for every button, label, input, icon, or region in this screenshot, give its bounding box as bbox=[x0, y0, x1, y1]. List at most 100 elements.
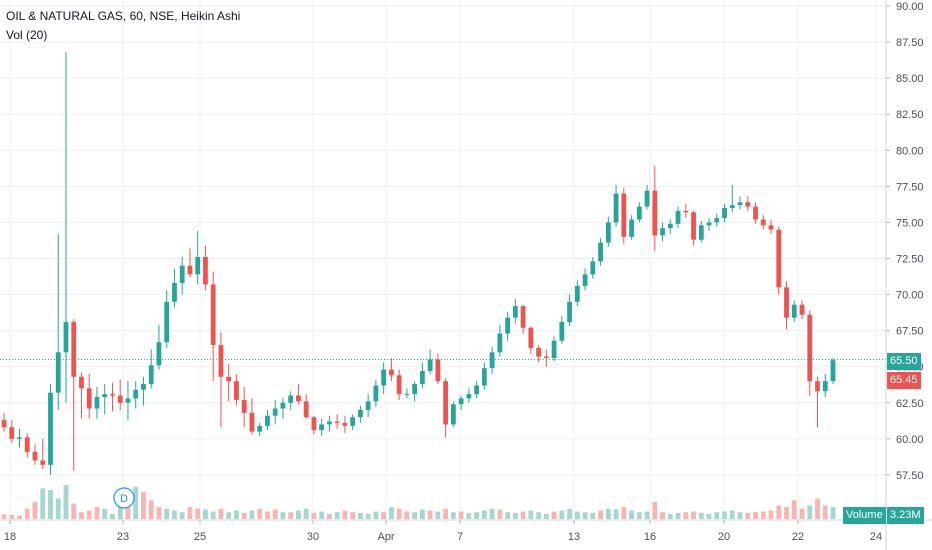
candle-body bbox=[791, 304, 797, 318]
candle-body bbox=[272, 408, 278, 416]
candle-body bbox=[427, 359, 433, 372]
candle-body bbox=[714, 218, 720, 223]
candle-body bbox=[799, 304, 805, 315]
candle-body bbox=[365, 401, 371, 410]
volume-bar bbox=[512, 512, 518, 519]
volume-bar bbox=[234, 510, 239, 519]
volume-bar bbox=[102, 508, 108, 519]
candle-body bbox=[822, 381, 828, 392]
volume-bar bbox=[636, 512, 642, 519]
candle-body bbox=[55, 352, 61, 393]
volume-bar bbox=[443, 508, 449, 519]
candle-body bbox=[303, 401, 309, 418]
candle-body bbox=[17, 437, 22, 439]
candle-body bbox=[543, 356, 549, 359]
price-tick-label: 67.50 bbox=[896, 326, 924, 338]
candle-body bbox=[94, 396, 100, 409]
candle-body bbox=[71, 321, 77, 377]
volume-bar bbox=[311, 512, 317, 519]
candle-body bbox=[706, 222, 712, 226]
volume-bar bbox=[319, 511, 325, 519]
volume-bar bbox=[698, 512, 704, 519]
volume-bar bbox=[86, 510, 92, 519]
candle-body bbox=[784, 287, 789, 318]
volume-bar bbox=[172, 510, 177, 519]
candle-body bbox=[598, 242, 603, 262]
candlesticks bbox=[1, 52, 836, 475]
volume-bar bbox=[164, 508, 170, 519]
candle-body bbox=[249, 412, 255, 432]
candle-body bbox=[32, 451, 38, 461]
volume-bar bbox=[203, 509, 208, 519]
volume-bar bbox=[807, 505, 813, 519]
volume-bar bbox=[412, 512, 418, 519]
volume-bar bbox=[48, 490, 53, 519]
volume-bar bbox=[660, 512, 665, 519]
volume-bar bbox=[667, 513, 673, 519]
volume-bar bbox=[396, 508, 402, 519]
candle-body bbox=[187, 265, 193, 275]
volume-bar bbox=[342, 510, 348, 519]
volume-bar bbox=[691, 511, 696, 519]
volume-bar bbox=[373, 511, 379, 519]
candle-body bbox=[156, 342, 162, 366]
volume-bar bbox=[32, 502, 38, 519]
candle-body bbox=[520, 306, 526, 328]
volume-bar bbox=[288, 512, 294, 519]
time-axis[interactable]: 18 23 25 30 Apr 7 13 16 20 22 24 bbox=[0, 519, 932, 543]
volume-bar bbox=[179, 512, 185, 519]
candle-body bbox=[110, 394, 115, 396]
candle-body bbox=[404, 394, 410, 396]
volume-bar bbox=[543, 513, 549, 519]
volume-bar bbox=[272, 509, 278, 519]
volume-bar bbox=[753, 512, 758, 519]
candle-body bbox=[528, 327, 534, 348]
candle-body bbox=[350, 417, 356, 426]
candle-body bbox=[745, 202, 751, 207]
candle-body bbox=[419, 371, 425, 385]
candle-body bbox=[567, 301, 572, 322]
volume-bar bbox=[249, 510, 255, 519]
volume-bar bbox=[613, 509, 619, 519]
volume-bar bbox=[776, 505, 782, 519]
volume-legend: Vol (20) bbox=[6, 28, 48, 42]
candle-body bbox=[396, 375, 402, 395]
price-tick-label: 80.00 bbox=[896, 145, 924, 157]
volume-bar bbox=[435, 511, 441, 519]
volume-bar bbox=[404, 511, 410, 519]
volume-bar bbox=[729, 510, 735, 519]
candle-body bbox=[24, 437, 30, 452]
time-tick-label: 22 bbox=[792, 531, 804, 543]
time-tick-label: 23 bbox=[117, 531, 129, 543]
candle-body bbox=[605, 222, 611, 243]
candle-body bbox=[675, 210, 681, 224]
volume-bar bbox=[815, 498, 820, 519]
volume-tag-value: 3.23M bbox=[887, 507, 924, 524]
candle-body bbox=[342, 422, 348, 426]
time-tick-label: 20 bbox=[718, 531, 730, 543]
volume-bar bbox=[722, 511, 727, 519]
candle-body bbox=[481, 368, 487, 386]
candle-body bbox=[288, 395, 294, 403]
candle-body bbox=[40, 460, 46, 465]
volume-bar bbox=[218, 508, 224, 519]
candle-body bbox=[296, 395, 301, 402]
volume-tag-label: Volume bbox=[843, 507, 886, 524]
time-tick-label: 25 bbox=[194, 531, 206, 543]
candle-body bbox=[629, 219, 634, 237]
volume-bar bbox=[574, 511, 580, 519]
candle-body bbox=[172, 283, 177, 302]
price-axis[interactable]: 90.00 87.50 85.00 82.50 80.00 77.50 75.00 72.50… bbox=[885, 0, 924, 550]
volume-bar bbox=[110, 513, 115, 519]
close-price-tag: 65.45 bbox=[887, 372, 921, 389]
candle-body bbox=[334, 421, 340, 423]
volume-bar bbox=[760, 511, 766, 519]
candle-body bbox=[613, 193, 619, 223]
price-tick-label: 90.00 bbox=[896, 1, 924, 13]
volume-bar bbox=[24, 508, 30, 519]
volume-bar bbox=[156, 507, 162, 519]
dividend-marker[interactable]: D bbox=[113, 487, 135, 509]
candle-body bbox=[621, 193, 627, 237]
candle-body bbox=[466, 394, 472, 399]
